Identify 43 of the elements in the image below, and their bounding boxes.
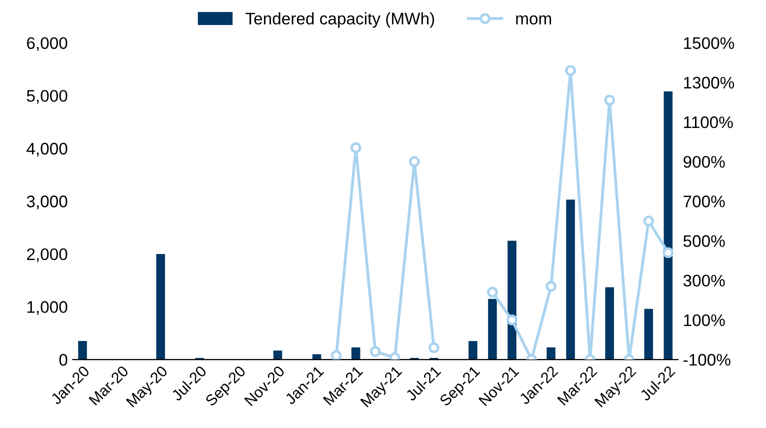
y2-tick-label: 500%: [683, 235, 725, 247]
y2-tick-label: 100%: [684, 314, 725, 326]
bar: [488, 298, 497, 360]
point: [565, 65, 576, 76]
bar: [273, 350, 282, 360]
point: [643, 216, 654, 226]
y2-tick-label: 900%: [684, 156, 725, 168]
legend-label: Tendered capacity (MWh): [246, 12, 434, 28]
point: [370, 346, 381, 358]
bar: [664, 91, 673, 360]
bar: [546, 347, 556, 360]
y2-tick-label: -100%: [684, 354, 730, 366]
point: [330, 350, 342, 360]
y2-tick-label: 1500%: [684, 37, 734, 50]
point: [604, 94, 616, 106]
y-tick-label: 2,000: [27, 248, 68, 262]
point: [487, 286, 498, 298]
bar: [351, 347, 360, 360]
point: [350, 142, 362, 154]
y2-tick-label: 1300%: [684, 76, 734, 89]
y2-tick-label: 1100%: [684, 116, 733, 128]
bar: [644, 308, 654, 360]
bar: [468, 341, 478, 360]
y-tick-label: 3,000: [26, 196, 68, 210]
point: [546, 280, 556, 292]
bar: [78, 341, 87, 360]
bar: [312, 354, 322, 360]
point: [662, 247, 674, 258]
bar: [508, 240, 516, 360]
point: [428, 342, 440, 354]
y2-tick-label: 700%: [684, 196, 725, 208]
bar: [566, 200, 575, 360]
bar: [156, 254, 166, 360]
y-tick-label: 0: [59, 354, 68, 366]
point: [506, 314, 518, 326]
y2-tick-label: 300%: [683, 274, 725, 287]
y-tick-label: 4,000: [26, 142, 68, 157]
y-tick-label: 5,000: [26, 90, 68, 104]
bar: [605, 287, 614, 360]
legend-label: mom: [516, 15, 552, 25]
y-tick-label: 1,000: [27, 301, 68, 315]
point: [408, 156, 420, 167]
y-tick-label: 6,000: [27, 37, 68, 51]
